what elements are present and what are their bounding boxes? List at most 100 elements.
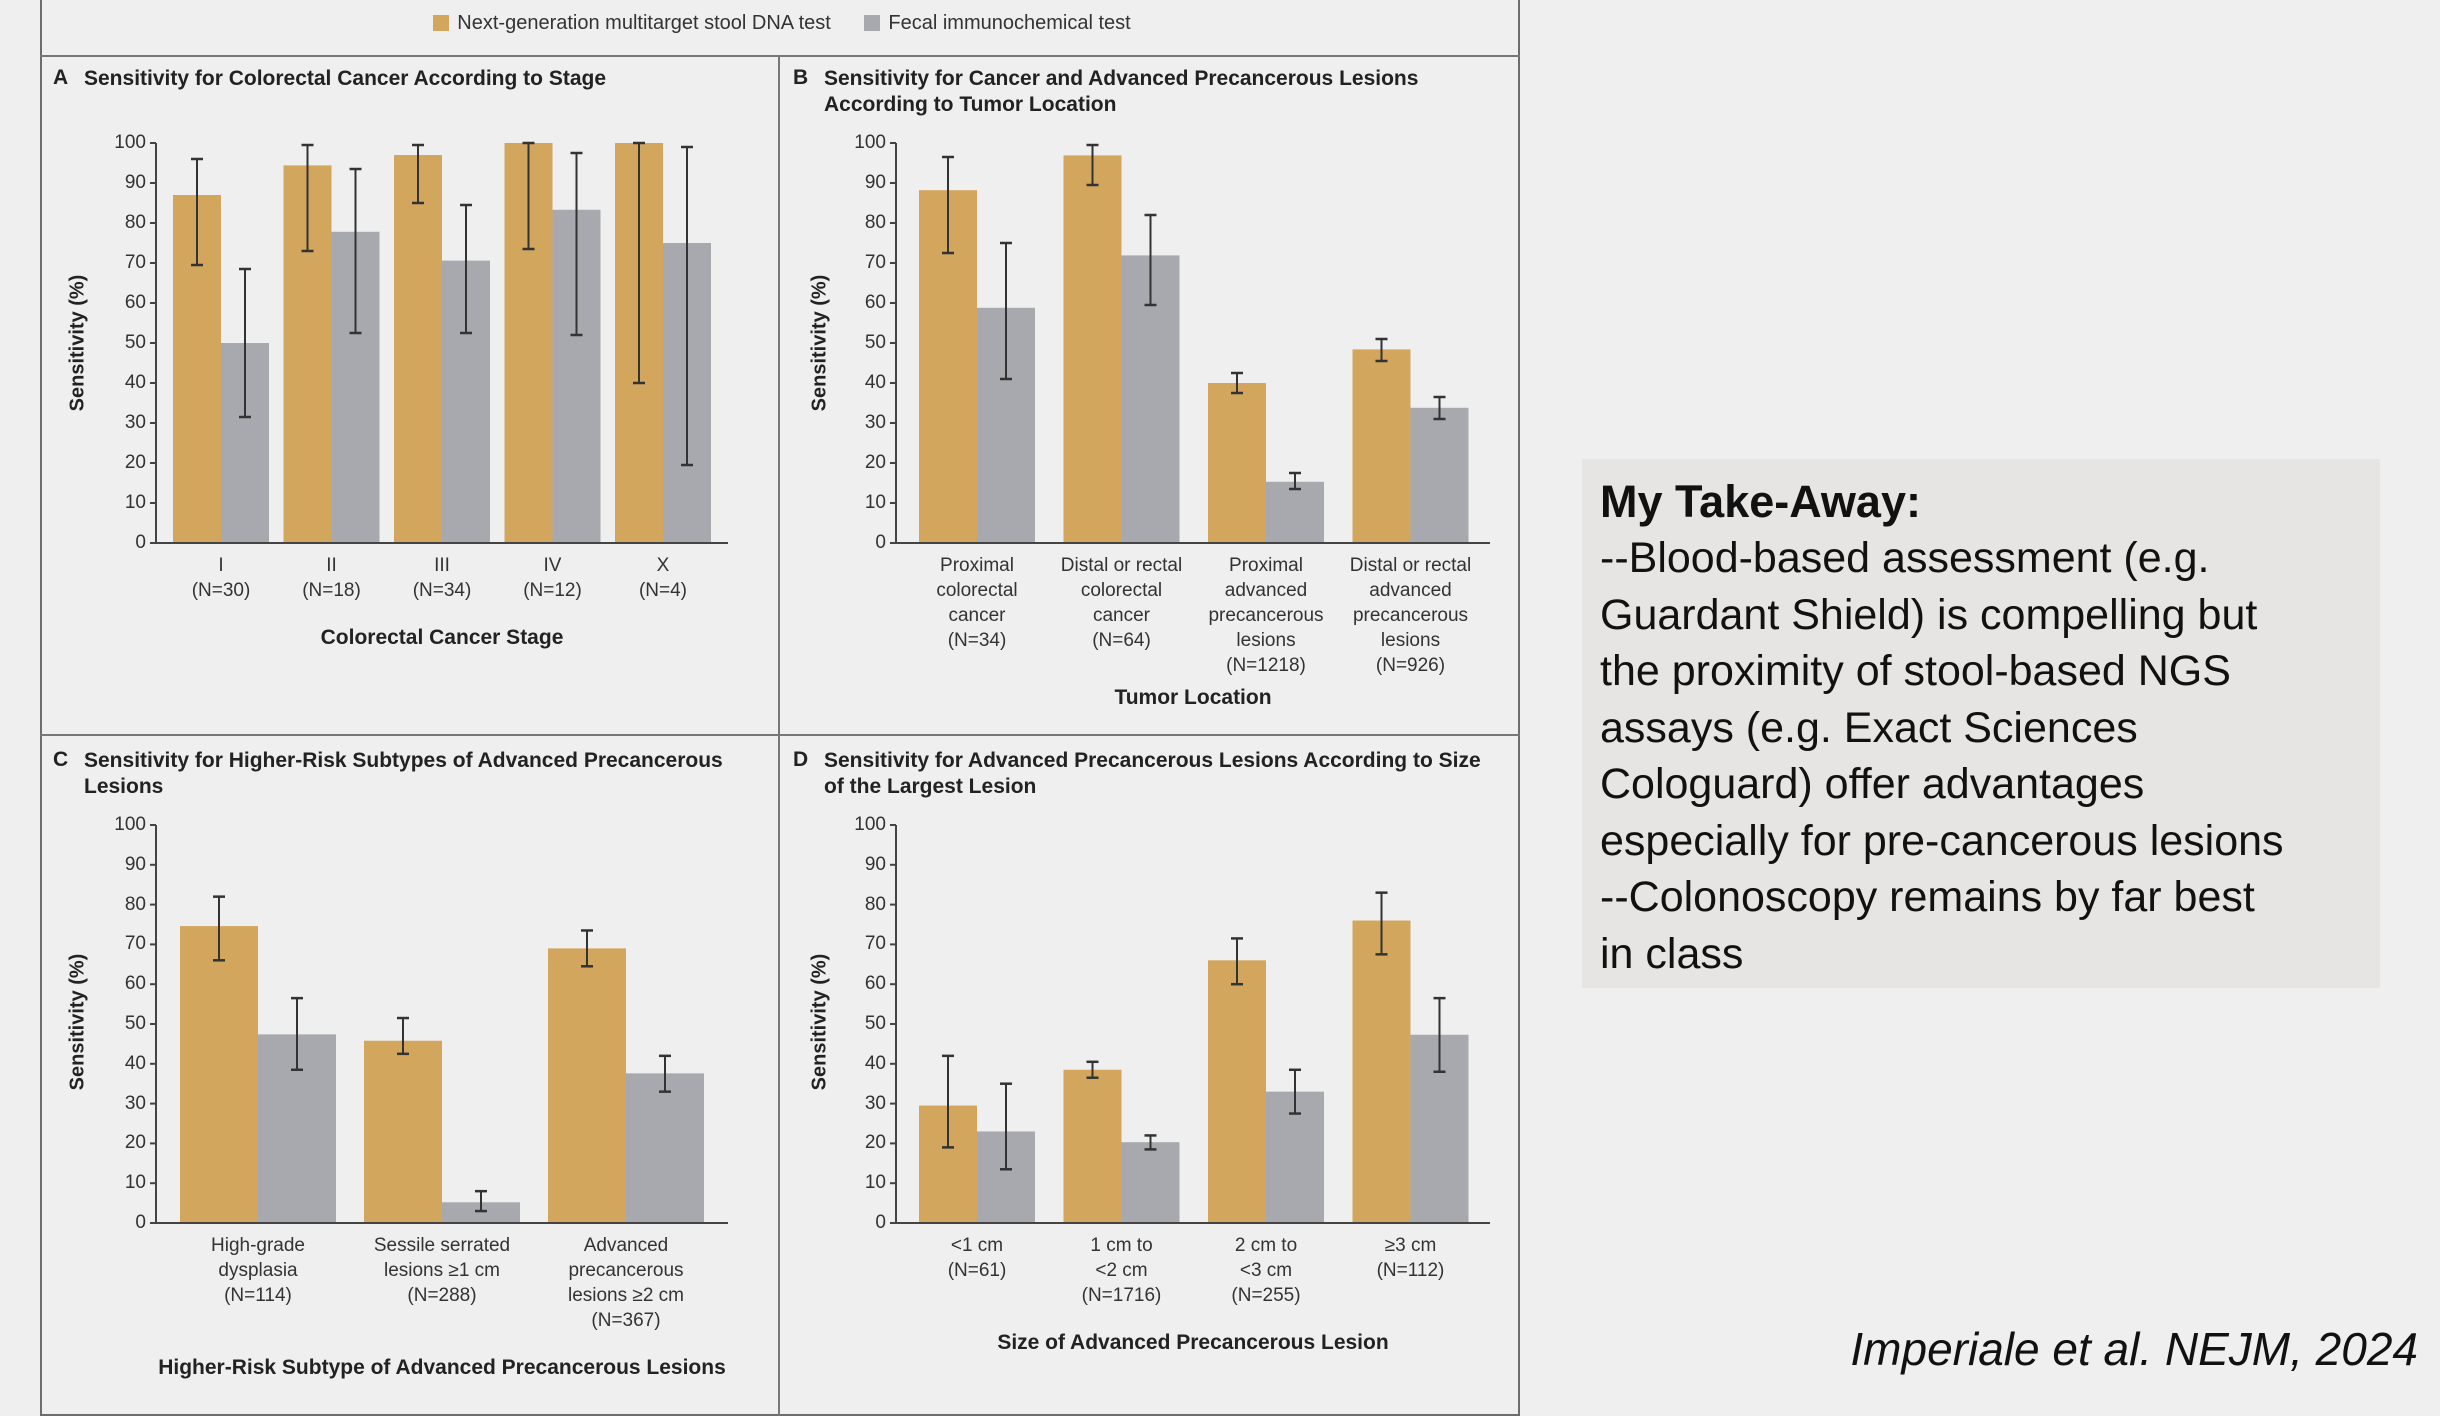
category-label: 1 cm to <2 cm (N=1716) xyxy=(1081,1235,1162,1306)
y-tick-label: 10 xyxy=(864,1172,886,1194)
panel-title: Sensitivity for Colorectal Cancer Accord… xyxy=(84,67,607,90)
panel-label: C xyxy=(53,748,69,771)
y-tick-label: 0 xyxy=(875,532,886,553)
y-tick-label: 10 xyxy=(124,492,146,513)
category-label: II (N=18) xyxy=(302,555,361,601)
y-tick-label: 90 xyxy=(864,172,886,193)
panel-label: A xyxy=(53,66,69,89)
category-label: ≥3 cm (N=112) xyxy=(1376,1235,1445,1281)
legend-label: Next-generation multitarget stool DNA te… xyxy=(457,12,831,34)
y-tick-label: 30 xyxy=(124,1092,146,1114)
divider xyxy=(40,734,1520,736)
y-tick-label: 20 xyxy=(124,452,146,473)
x-axis-title: Size of Advanced Precancerous Lesion xyxy=(997,1331,1389,1354)
bar-stool-dna xyxy=(394,155,442,543)
y-tick-label: 30 xyxy=(864,412,886,433)
y-tick-label: 70 xyxy=(864,252,886,273)
y-tick-label: 100 xyxy=(114,814,146,835)
bar-stool-dna xyxy=(1208,383,1266,543)
y-axis-title: Sensitivity (%) xyxy=(808,953,831,1091)
y-tick-label: 80 xyxy=(864,893,886,915)
x-axis-title: Higher-Risk Subtype of Advanced Precance… xyxy=(158,1356,726,1379)
y-tick-label: 100 xyxy=(854,814,886,835)
y-tick-label: 90 xyxy=(864,853,886,875)
y-tick-label: 90 xyxy=(124,172,146,193)
panel-label: D xyxy=(793,748,809,771)
category-label: IV (N=12) xyxy=(523,555,582,601)
y-tick-label: 50 xyxy=(124,1013,146,1034)
chart-legend: Next-generation multitarget stool DNA te… xyxy=(42,12,1522,35)
legend-item-stool-dna: Next-generation multitarget stool DNA te… xyxy=(433,12,831,34)
bar-stool-dna xyxy=(1352,920,1411,1223)
y-tick-label: 40 xyxy=(864,372,886,393)
y-tick-label: 30 xyxy=(864,1092,886,1114)
y-tick-label: 80 xyxy=(864,212,886,233)
citation: Imperiale et al. NEJM, 2024 xyxy=(1850,1323,2418,1375)
y-tick-label: 40 xyxy=(124,1052,146,1074)
bar-stool-dna xyxy=(1208,960,1266,1223)
y-tick-label: 70 xyxy=(124,933,146,955)
takeaway-body: --Blood-based assessment (e.g. Guardant … xyxy=(1600,534,2284,978)
y-tick-label: 100 xyxy=(114,132,146,153)
legend-item-fit: Fecal immunochemical test xyxy=(864,12,1131,34)
y-tick-label: 60 xyxy=(864,973,886,995)
legend-swatch-fit xyxy=(864,15,881,31)
legend-label: Fecal immunochemical test xyxy=(888,12,1131,34)
y-tick-label: 60 xyxy=(124,292,146,313)
bar-stool-dna xyxy=(1352,349,1411,543)
y-tick-label: 40 xyxy=(124,372,146,393)
y-tick-label: 0 xyxy=(135,1212,146,1233)
category-label: Distal or rectal colorectal cancer (N=64… xyxy=(1060,555,1183,651)
legend-swatch-stool-dna xyxy=(433,15,450,31)
panel-title: Sensitivity for Higher-Risk Subtypes of … xyxy=(84,749,723,798)
bar-stool-dna xyxy=(548,948,626,1223)
category-label: <1 cm (N=61) xyxy=(947,1235,1007,1281)
bar-fit xyxy=(1410,407,1469,543)
y-tick-label: 80 xyxy=(124,212,146,233)
panel-title: Sensitivity for Cancer and Advanced Prec… xyxy=(824,67,1419,116)
y-tick-label: 10 xyxy=(864,492,886,513)
y-tick-label: 50 xyxy=(864,332,886,353)
bar-stool-dna xyxy=(1063,155,1122,543)
y-axis-title: Sensitivity (%) xyxy=(808,274,831,412)
category-label: Advanced precancerous lesions ≥2 cm (N=3… xyxy=(567,1235,685,1331)
y-tick-label: 30 xyxy=(124,412,146,433)
category-label: Proximal advanced precancerous lesions (… xyxy=(1208,555,1324,676)
y-tick-label: 40 xyxy=(864,1052,886,1074)
x-axis-title: Colorectal Cancer Stage xyxy=(320,626,564,649)
divider xyxy=(40,55,1520,57)
y-tick-label: 90 xyxy=(124,853,146,875)
bar-stool-dna xyxy=(1063,1069,1122,1223)
y-axis-title: Sensitivity (%) xyxy=(66,953,89,1091)
x-axis-title: Tumor Location xyxy=(1114,686,1272,709)
y-tick-label: 70 xyxy=(864,933,886,955)
y-tick-label: 0 xyxy=(135,532,146,553)
y-tick-label: 60 xyxy=(864,292,886,313)
bar-fit xyxy=(1121,1142,1180,1223)
category-label: 2 cm to <3 cm (N=255) xyxy=(1231,1235,1301,1306)
category-label: III (N=34) xyxy=(412,555,472,601)
y-tick-label: 50 xyxy=(124,332,146,353)
category-label: High-grade dysplasia (N=114) xyxy=(211,1235,305,1306)
y-tick-label: 100 xyxy=(854,132,886,153)
y-tick-label: 50 xyxy=(864,1013,886,1034)
takeaway-title: My Take-Away: xyxy=(1600,476,1921,527)
bar-fit xyxy=(442,1202,520,1223)
panel-label: B xyxy=(793,66,809,89)
category-label: Proximal colorectal cancer (N=34) xyxy=(936,555,1018,651)
divider xyxy=(778,56,780,1416)
y-tick-label: 10 xyxy=(124,1172,146,1194)
takeaway-box: My Take-Away: --Blood-based assessment (… xyxy=(1582,459,2380,988)
y-axis-title: Sensitivity (%) xyxy=(66,274,89,412)
y-tick-label: 20 xyxy=(864,1132,886,1154)
bar-fit xyxy=(626,1073,704,1223)
category-label: Sessile serrated lesions ≥1 cm (N=288) xyxy=(373,1235,511,1306)
y-tick-label: 20 xyxy=(864,452,886,473)
category-label: I (N=30) xyxy=(191,555,251,601)
category-label: Distal or rectal advanced precancerous l… xyxy=(1349,555,1472,676)
y-tick-label: 80 xyxy=(124,893,146,915)
category-label: X (N=4) xyxy=(638,555,688,601)
y-tick-label: 60 xyxy=(124,973,146,995)
bar-fit xyxy=(1266,481,1324,543)
